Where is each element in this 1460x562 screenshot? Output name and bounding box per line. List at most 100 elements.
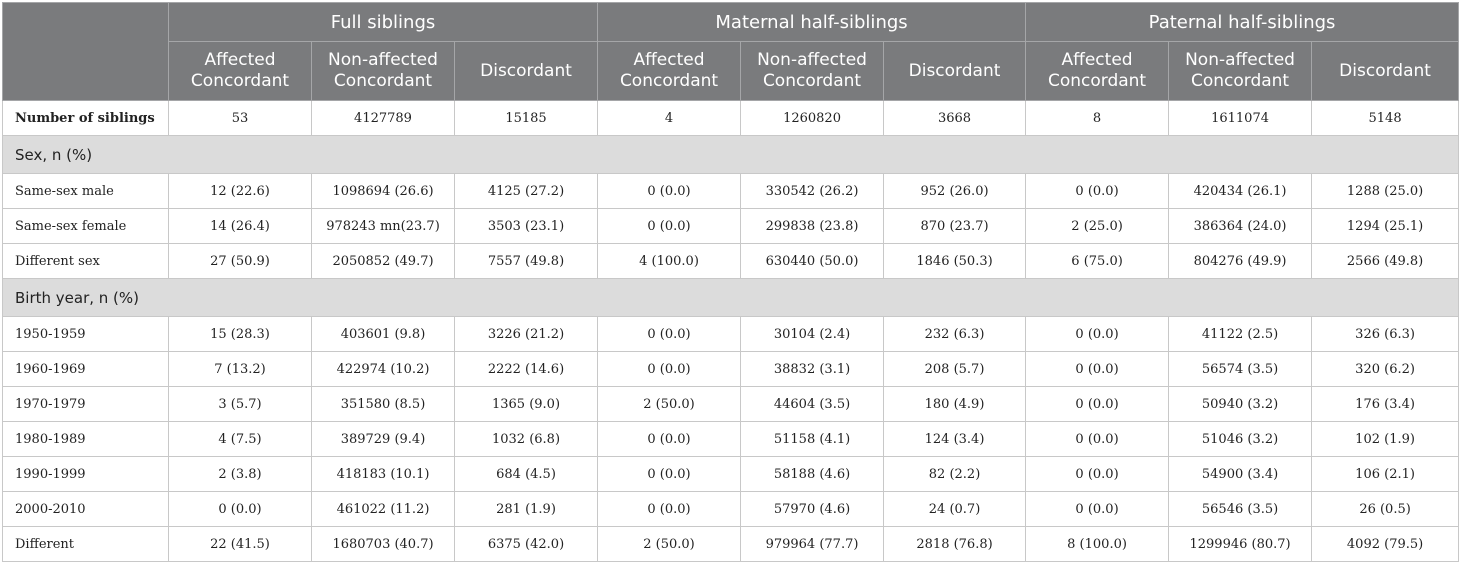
table-cell: 124 (3.4) xyxy=(883,421,1027,457)
table-cell: 320 (6.2) xyxy=(1311,351,1460,387)
table-cell: 1680703 (40.7) xyxy=(311,526,455,562)
row-label: 1950-1959 xyxy=(2,316,169,352)
table-cell: 41122 (2.5) xyxy=(1168,316,1313,352)
table-cell: 180 (4.9) xyxy=(883,386,1027,422)
table-cell: 1032 (6.8) xyxy=(453,421,599,457)
table-cell: 0 (0.0) xyxy=(1025,386,1170,422)
group-header: Full siblings xyxy=(167,2,599,42)
table-cell: 389729 (9.4) xyxy=(311,421,455,457)
table-cell: 0 (0.0) xyxy=(1025,316,1170,352)
table-cell: 8 xyxy=(1025,100,1170,136)
row-label: Number of siblings xyxy=(2,100,169,136)
table-cell: 422974 (10.2) xyxy=(311,351,455,387)
table-row: Different sex 27 (50.9) 2050852 (49.7) 7557… xyxy=(2,243,1460,279)
corner-header-cell xyxy=(2,2,169,101)
column-header: Discordant xyxy=(453,41,599,101)
row-label: 1960-1969 xyxy=(2,351,169,387)
column-header: Non-affected Concordant xyxy=(740,41,885,101)
row-label: 2000-2010 xyxy=(2,491,169,527)
table-cell: 870 (23.7) xyxy=(883,208,1027,244)
table-cell: 106 (2.1) xyxy=(1311,456,1460,492)
table-cell: 0 (0.0) xyxy=(597,456,742,492)
table-cell: 4 xyxy=(597,100,742,136)
column-header: Discordant xyxy=(1311,41,1460,101)
row-label: Same-sex male xyxy=(2,173,169,209)
table-cell: 386364 (24.0) xyxy=(1168,208,1313,244)
table-cell: 176 (3.4) xyxy=(1311,386,1460,422)
column-header: Non-affected Concordant xyxy=(311,41,455,101)
section-label: Sex, n (%) xyxy=(1,135,1460,174)
table-cell: 0 (0.0) xyxy=(597,208,742,244)
table-cell: 1846 (50.3) xyxy=(883,243,1027,279)
table-cell: 2 (50.0) xyxy=(597,386,742,422)
table-cell: 2566 (49.8) xyxy=(1311,243,1460,279)
section-header-row: Birth year, n (%) xyxy=(1,278,1460,317)
table-cell: 4 (7.5) xyxy=(168,421,312,457)
column-header: Discordant xyxy=(883,41,1027,101)
table-row: Different 22 (41.5) 1680703 (40.7) 6375 (42… xyxy=(2,526,1460,562)
table-cell: 461022 (11.2) xyxy=(311,491,455,527)
table-cell: 26 (0.5) xyxy=(1311,491,1460,527)
table-cell: 4127789 xyxy=(311,100,455,136)
row-label: 1990-1999 xyxy=(2,456,169,492)
table-cell: 1288 (25.0) xyxy=(1311,173,1460,209)
table-cell: 952 (26.0) xyxy=(883,173,1027,209)
table-row: Number of siblings 53 4127789 15185 4 1260820… xyxy=(2,100,1460,136)
table-cell: 57970 (4.6) xyxy=(740,491,885,527)
row-label: Different xyxy=(2,526,169,562)
group-header: Maternal half-siblings xyxy=(597,2,1027,42)
table-cell: 978243 mn(23.7) xyxy=(311,208,455,244)
table-cell: 2 (3.8) xyxy=(168,456,312,492)
table-cell: 281 (1.9) xyxy=(453,491,599,527)
table-cell: 7557 (49.8) xyxy=(453,243,599,279)
table-cell: 24 (0.7) xyxy=(883,491,1027,527)
table-cell: 979964 (77.7) xyxy=(740,526,885,562)
table-cell: 3503 (23.1) xyxy=(453,208,599,244)
table-cell: 0 (0.0) xyxy=(597,351,742,387)
table-cell: 0 (0.0) xyxy=(597,421,742,457)
table-cell: 53 xyxy=(168,100,312,136)
table-cell: 2 (25.0) xyxy=(1025,208,1170,244)
table-cell: 102 (1.9) xyxy=(1311,421,1460,457)
table-cell: 50940 (3.2) xyxy=(1168,386,1313,422)
table-cell: 326 (6.3) xyxy=(1311,316,1460,352)
table-cell: 1299946 (80.7) xyxy=(1168,526,1313,562)
table-cell: 0 (0.0) xyxy=(597,491,742,527)
table-cell: 0 (0.0) xyxy=(1025,456,1170,492)
table-cell: 0 (0.0) xyxy=(1025,421,1170,457)
table-cell: 30104 (2.4) xyxy=(740,316,885,352)
table-cell: 82 (2.2) xyxy=(883,456,1027,492)
table-cell: 3226 (21.2) xyxy=(453,316,599,352)
table-row: Same-sex female 14 (26.4) 978243 mn(23.7) 3… xyxy=(2,208,1460,244)
group-header-row: Full siblings Maternal half-siblings Pat… xyxy=(2,2,1460,101)
table-row: 1990-1999 2 (3.8) 418183 (10.1) 684 (4.5) 0 … xyxy=(2,456,1460,492)
table-cell: 8 (100.0) xyxy=(1025,526,1170,562)
table-cell: 22 (41.5) xyxy=(168,526,312,562)
table-cell: 330542 (26.2) xyxy=(740,173,885,209)
table-cell: 1260820 xyxy=(740,100,885,136)
table-cell: 0 (0.0) xyxy=(597,316,742,352)
table-cell: 630440 (50.0) xyxy=(740,243,885,279)
table-cell: 420434 (26.1) xyxy=(1168,173,1313,209)
section-label: Birth year, n (%) xyxy=(1,278,1460,317)
table-cell: 418183 (10.1) xyxy=(311,456,455,492)
table-cell: 38832 (3.1) xyxy=(740,351,885,387)
table-cell: 6375 (42.0) xyxy=(453,526,599,562)
section-header-row: Sex, n (%) xyxy=(1,135,1460,174)
table-cell: 1611074 xyxy=(1168,100,1313,136)
table-cell: 2 (50.0) xyxy=(597,526,742,562)
row-label: Same-sex female xyxy=(2,208,169,244)
table-row: Same-sex male 12 (22.6) 1098694 (26.6) 4125… xyxy=(2,173,1460,209)
table-cell: 403601 (9.8) xyxy=(311,316,455,352)
row-label: 1980-1989 xyxy=(2,421,169,457)
table-cell: 4125 (27.2) xyxy=(453,173,599,209)
table-cell: 1098694 (26.6) xyxy=(311,173,455,209)
row-label: Different sex xyxy=(2,243,169,279)
table-row: 1980-1989 4 (7.5) 389729 (9.4) 1032 (6.8) 0 … xyxy=(2,421,1460,457)
table-cell: 7 (13.2) xyxy=(168,351,312,387)
table-cell: 44604 (3.5) xyxy=(740,386,885,422)
table-cell: 6 (75.0) xyxy=(1025,243,1170,279)
column-header: Non-affected Concordant xyxy=(1168,41,1313,101)
group-header: Paternal half-siblings xyxy=(1025,2,1460,42)
table-cell: 56546 (3.5) xyxy=(1168,491,1313,527)
